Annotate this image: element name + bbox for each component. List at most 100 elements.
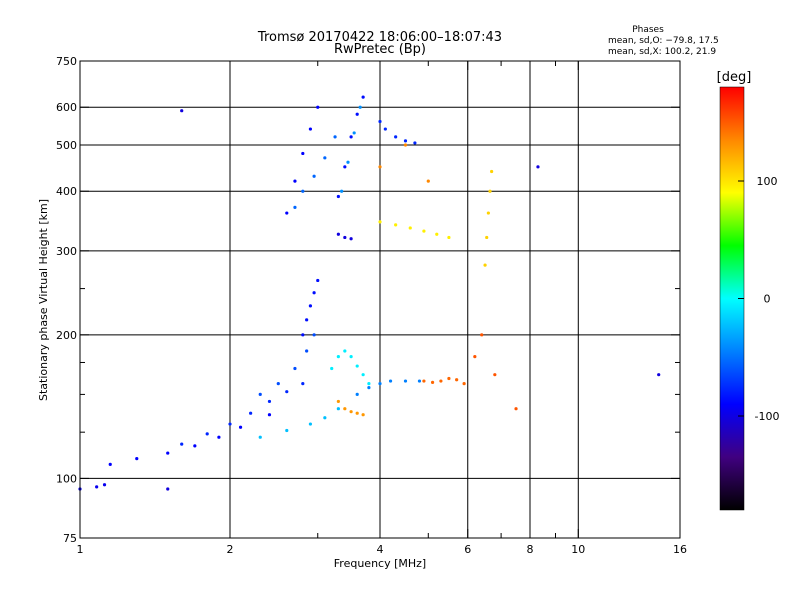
- data-point: [301, 333, 305, 337]
- data-point: [358, 105, 362, 109]
- data-point: [422, 379, 426, 383]
- data-point: [180, 109, 184, 113]
- data-point: [355, 364, 359, 368]
- data-point: [355, 392, 359, 397]
- data-point: [483, 263, 487, 267]
- data-point: [343, 407, 347, 411]
- data-point: [238, 425, 243, 429]
- data-point: [349, 355, 353, 359]
- colorbar-tick-label: -100: [755, 410, 780, 423]
- x-tick-label: 4: [377, 543, 384, 556]
- data-point: [267, 399, 272, 404]
- data-point: [301, 151, 305, 156]
- data-point: [349, 410, 353, 414]
- data-point: [228, 422, 232, 426]
- data-point: [383, 127, 387, 131]
- data-point: [378, 165, 382, 169]
- phase-info-heading: Phases: [632, 25, 664, 35]
- colorbar-tick-label: 100: [757, 175, 778, 188]
- data-point: [316, 278, 320, 283]
- data-point: [435, 232, 439, 236]
- data-point: [135, 457, 139, 461]
- data-point: [355, 411, 359, 415]
- y-tick-label: 100: [56, 472, 77, 485]
- data-point: [267, 413, 272, 417]
- data-point: [308, 127, 313, 131]
- data-point: [422, 229, 426, 233]
- y-axis-label: Stationary phase Virtual Height [km]: [37, 199, 50, 401]
- data-point: [657, 373, 661, 377]
- data-point: [308, 422, 313, 426]
- x-tick-label: 6: [464, 543, 471, 556]
- data-point: [102, 483, 107, 487]
- data-points: [78, 95, 661, 491]
- y-tick-label: 300: [56, 245, 77, 258]
- data-point: [536, 165, 540, 169]
- data-point: [378, 382, 382, 386]
- data-point: [426, 179, 430, 183]
- data-point: [285, 428, 289, 433]
- data-point: [316, 105, 320, 109]
- data-point: [336, 399, 340, 404]
- data-point: [276, 382, 280, 386]
- data-point: [361, 373, 365, 377]
- phase-info-line1: mean, sd,O: −79.8, 17.5: [608, 36, 719, 46]
- data-point: [166, 451, 170, 455]
- x-tick-label: 8: [527, 543, 534, 556]
- data-point: [403, 143, 408, 147]
- data-point: [378, 220, 382, 224]
- x-tick-label: 1: [77, 543, 84, 556]
- data-point: [180, 442, 184, 446]
- data-point: [480, 333, 484, 337]
- chart-title: Tromsø 20170422 18:06:00–18:07:43: [257, 30, 502, 45]
- data-point: [323, 156, 327, 160]
- data-point: [462, 382, 466, 386]
- data-point: [285, 390, 289, 394]
- data-point: [305, 349, 309, 353]
- data-point: [258, 435, 262, 439]
- data-point: [417, 379, 422, 383]
- data-point: [336, 407, 340, 411]
- y-tick-label: 75: [63, 532, 77, 545]
- phase-info-line2: mean, sd,X: 100.2, 21.9: [608, 47, 716, 57]
- data-point: [455, 378, 459, 382]
- data-point: [490, 169, 494, 174]
- data-point: [285, 211, 289, 215]
- data-point: [394, 135, 398, 139]
- data-point: [333, 135, 337, 139]
- data-point: [413, 141, 417, 145]
- data-point: [293, 179, 297, 183]
- data-point: [346, 160, 350, 164]
- data-point: [305, 318, 309, 322]
- data-point: [486, 211, 490, 215]
- data-point: [514, 407, 518, 411]
- data-point: [403, 379, 408, 383]
- data-point: [336, 232, 340, 236]
- data-point: [343, 349, 347, 353]
- data-point: [361, 95, 365, 99]
- x-tick-label: 16: [673, 543, 687, 556]
- x-axis-label: Frequency [MHz]: [334, 557, 426, 570]
- data-point: [217, 435, 221, 439]
- data-point: [367, 386, 371, 390]
- data-point: [336, 355, 340, 359]
- data-point: [378, 119, 382, 124]
- y-tick-label: 600: [56, 101, 77, 114]
- data-point: [336, 194, 340, 199]
- data-point: [323, 416, 327, 420]
- data-point: [343, 165, 347, 169]
- data-point: [485, 235, 489, 240]
- colorbar-tick-label: 0: [764, 293, 771, 306]
- y-tick-label: 500: [56, 139, 77, 152]
- data-point: [193, 444, 197, 448]
- y-tick-label: 750: [56, 55, 77, 68]
- data-point: [408, 226, 412, 230]
- y-tick-label: 200: [56, 329, 77, 342]
- data-point: [355, 112, 359, 116]
- data-point: [349, 237, 353, 241]
- grid: [80, 61, 680, 538]
- data-point: [343, 235, 347, 240]
- chart-subtitle: RwPretec (Bp): [334, 42, 426, 57]
- data-point: [312, 291, 316, 295]
